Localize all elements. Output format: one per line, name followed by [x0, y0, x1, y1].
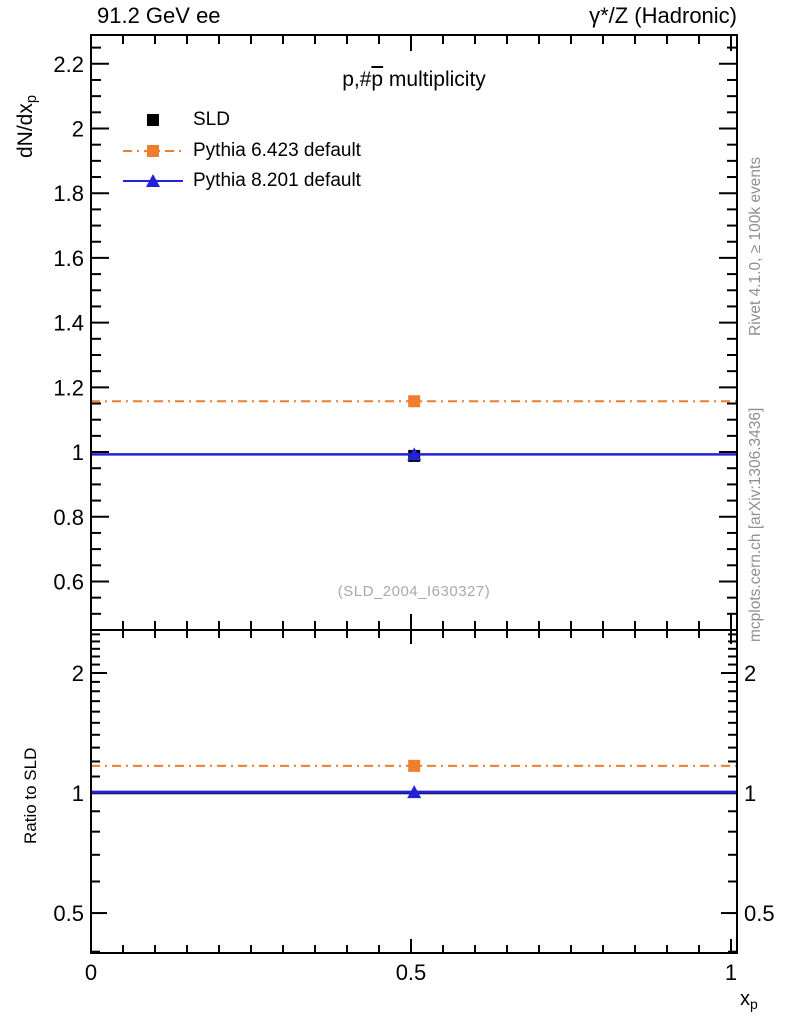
svg-text:1.8: 1.8: [53, 181, 84, 206]
svg-text:1: 1: [72, 781, 84, 806]
svg-text:0.6: 0.6: [53, 569, 84, 594]
svg-text:1.4: 1.4: [53, 311, 84, 336]
plot-title-suffix: multiplicity: [383, 68, 486, 91]
svg-text:0.5: 0.5: [53, 901, 84, 926]
legend: SLD Pythia 6.423 default Pythia 8.201 de…: [121, 105, 361, 197]
legend-row-pythia6: Pythia 6.423 default: [121, 136, 361, 167]
y-axis-title-main-sub: p: [24, 94, 40, 104]
svg-text:0.5: 0.5: [396, 960, 427, 985]
sld-marker-icon: [147, 114, 159, 127]
svg-text:2: 2: [72, 661, 84, 686]
svg-text:1: 1: [725, 960, 737, 985]
plot-title-prefix: p,#: [342, 68, 372, 91]
analysis-watermark: (SLD_2004_I630327): [337, 583, 491, 600]
svg-text:2.2: 2.2: [53, 52, 84, 77]
svg-text:1.2: 1.2: [53, 375, 84, 400]
svg-text:2: 2: [744, 661, 756, 686]
mcplots-arxiv-note: mcplots.cern.ch [arXiv:1306.3436]: [747, 407, 764, 642]
svg-text:1: 1: [72, 440, 84, 465]
x-axis-title: xp: [740, 988, 758, 1012]
y-axis-title-ratio: Ratio to SLD: [21, 747, 40, 844]
svg-text:2: 2: [72, 117, 84, 142]
svg-text:0.8: 0.8: [53, 505, 84, 530]
beam-energy-label: 91.2 GeV ee: [97, 3, 221, 28]
process-label: γ*/Z (Hadronic): [589, 3, 737, 28]
legend-label-pythia8: Pythia 8.201 default: [193, 170, 361, 192]
x-axis-title-sub: p: [750, 996, 758, 1012]
x-axis-title-text: x: [740, 988, 750, 1010]
plot-title-pbar: p: [371, 68, 384, 91]
svg-text:1: 1: [744, 781, 756, 806]
svg-text:0: 0: [85, 960, 97, 985]
rivet-version-note: Rivet 4.1.0, ≥ 100k events: [747, 156, 764, 336]
svg-text:1.6: 1.6: [53, 246, 84, 271]
plot-title: p,#p multiplicity: [91, 68, 737, 92]
y-axis-title-main-text: dN/dx: [14, 103, 37, 158]
y-axis-title-main: dN/dxp: [14, 95, 40, 158]
legend-row-sld: SLD: [121, 105, 361, 136]
legend-label-sld: SLD: [193, 109, 230, 131]
legend-label-pythia6: Pythia 6.423 default: [193, 139, 361, 161]
pythia8-line-marker-icon: [123, 174, 183, 188]
pythia6-line-marker-icon: [123, 144, 183, 157]
svg-text:0.5: 0.5: [744, 901, 775, 926]
legend-row-pythia8: Pythia 8.201 default: [121, 166, 361, 197]
